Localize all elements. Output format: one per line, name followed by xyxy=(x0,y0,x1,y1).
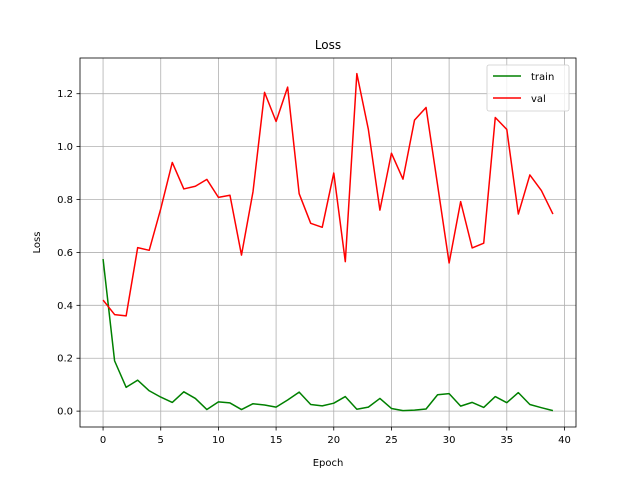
legend: train val xyxy=(486,64,570,112)
y-tick-label: 0.8 xyxy=(57,195,73,206)
series-line-train xyxy=(102,258,554,412)
y-tick-label: 0.0 xyxy=(57,407,73,418)
x-tick-label: 10 xyxy=(212,435,225,446)
y-tick-label: 1.2 xyxy=(57,89,73,100)
legend-label-train: train xyxy=(531,72,554,83)
y-tick-label: 0.4 xyxy=(57,301,73,312)
y-tick-label: 0.6 xyxy=(57,248,73,259)
ticks: 0 5 10 15 20 25 30 35 40 0.0 0.2 0.4 0.6 0.8 1.0 1.2 xyxy=(57,89,571,446)
x-tick-label: 25 xyxy=(385,435,398,446)
x-axis-title: Epoch xyxy=(313,458,344,469)
y-axis-title: Loss xyxy=(32,232,43,254)
y-tick-label: 0.2 xyxy=(57,354,73,365)
x-tick-label: 0 xyxy=(100,435,106,446)
plot-frame xyxy=(79,57,577,428)
x-tick-label: 20 xyxy=(327,435,340,446)
legend-box xyxy=(486,64,570,112)
x-tick-label: 40 xyxy=(558,435,571,446)
series-layer xyxy=(102,72,554,412)
x-tick-label: 5 xyxy=(158,435,164,446)
legend-label-val: val xyxy=(531,94,546,105)
series-line-val xyxy=(102,72,554,317)
chart-title: Loss xyxy=(315,38,341,52)
y-tick-label: 1.0 xyxy=(57,142,73,153)
grid xyxy=(80,58,576,427)
x-tick-label: 15 xyxy=(270,435,283,446)
x-tick-label: 35 xyxy=(500,435,513,446)
x-tick-label: 30 xyxy=(443,435,456,446)
